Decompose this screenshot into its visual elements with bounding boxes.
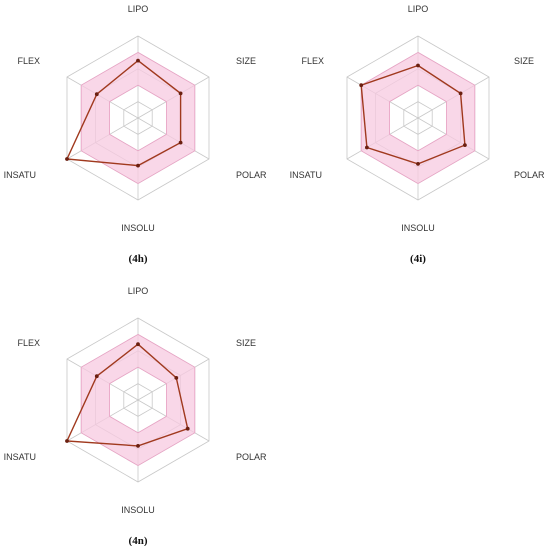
axis-label-insatu: INSATU (4, 170, 36, 180)
axis-label-size: SIZE (236, 56, 256, 66)
data-point-size (178, 91, 183, 96)
data-point-polar (463, 143, 467, 147)
data-point-size (174, 376, 179, 380)
axis-label-flex: FLEX (17, 56, 40, 66)
data-point-polar (185, 426, 190, 431)
data-point-lipo (136, 58, 140, 63)
data-point-flex (94, 374, 99, 379)
axis-label-insolu: INSOLU (121, 505, 155, 515)
axis-label-insolu: INSOLU (401, 223, 435, 233)
data-point-size (458, 91, 463, 96)
panel-caption-4h: (4h) (129, 253, 148, 265)
panel-caption-4i: (4i) (410, 253, 426, 265)
axis-label-flex: FLEX (17, 338, 40, 348)
data-point-flex (94, 92, 99, 97)
optimal-range-band (80, 333, 196, 467)
data-point-lipo (136, 342, 140, 347)
axis-label-flex: FLEX (301, 56, 324, 66)
data-point-insolu (136, 163, 140, 168)
axis-label-lipo: LIPO (128, 286, 149, 296)
panel-caption-4n: (4n) (129, 535, 148, 546)
axis-label-polar: POLAR (236, 452, 267, 462)
axis-label-lipo: LIPO (128, 4, 149, 14)
axis-label-size: SIZE (236, 338, 256, 348)
radar-panel-4i: LIPO SIZE POLAR INSOLU INSATU FLEX (4i) (290, 4, 545, 265)
data-point-polar (178, 140, 183, 145)
data-point-insolu (136, 444, 140, 448)
radar-panel-4n: LIPO SIZE POLAR INSOLU INSATU FLEX (4n) (4, 286, 267, 546)
axis-label-lipo: LIPO (408, 4, 429, 14)
axis-label-polar: POLAR (236, 170, 267, 180)
data-point-flex (359, 83, 364, 88)
data-point-insolu (416, 162, 420, 166)
axis-label-insatu: INSATU (290, 170, 322, 180)
axis-label-insatu: INSATU (4, 452, 36, 462)
data-point-insatu (65, 157, 69, 161)
data-point-lipo (416, 63, 420, 68)
data-point-insatu (65, 439, 69, 443)
axis-label-polar: POLAR (514, 170, 545, 180)
radar-panel-4h: LIPO SIZE POLAR INSOLU INSATU FLEX (4h) (4, 4, 267, 265)
data-point-insatu (365, 145, 369, 150)
axis-label-insolu: INSOLU (121, 223, 155, 233)
axis-label-size: SIZE (514, 56, 534, 66)
